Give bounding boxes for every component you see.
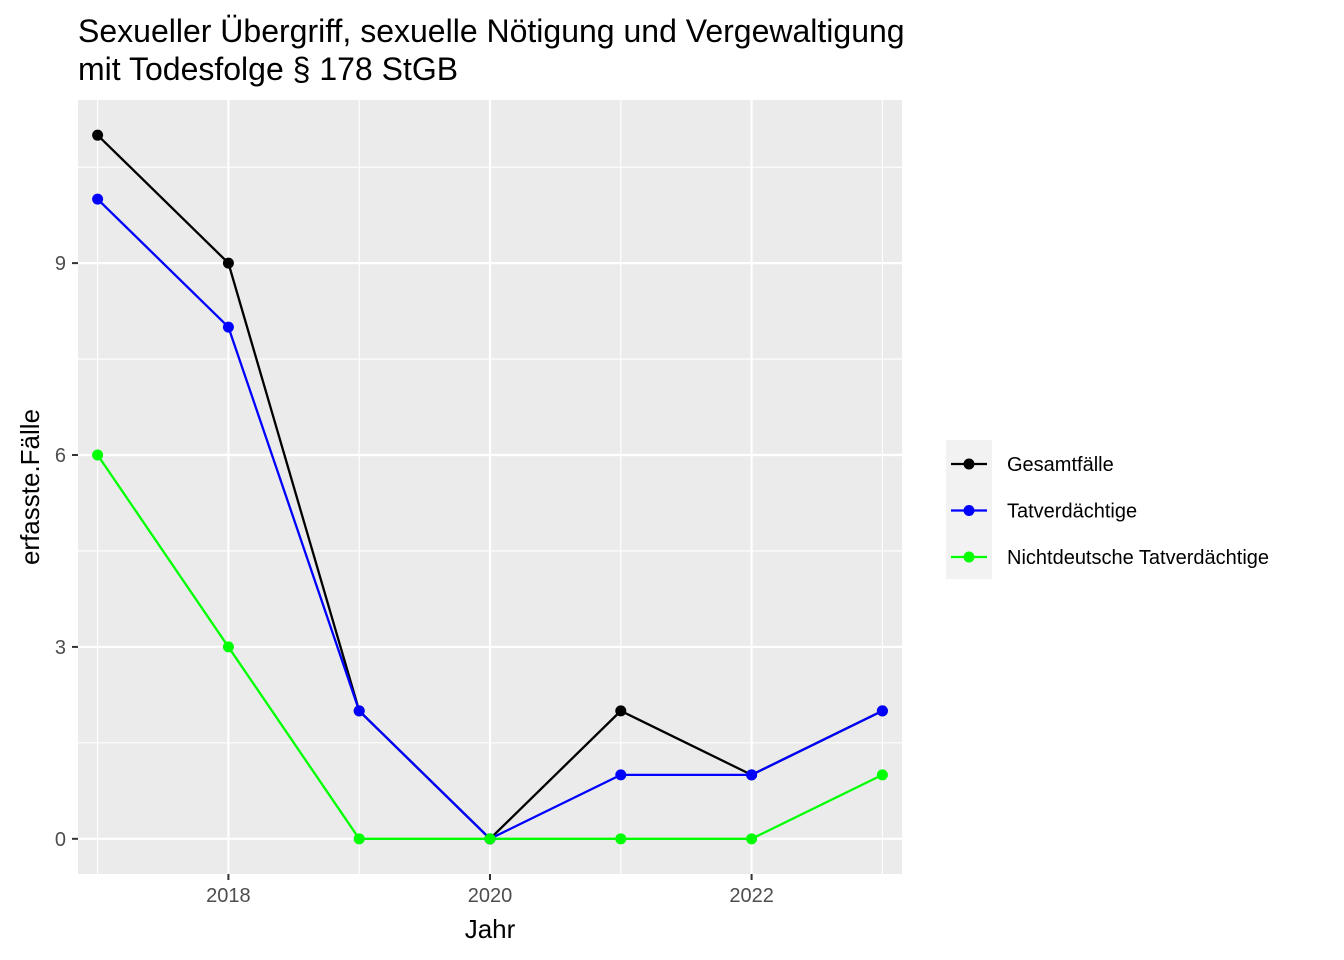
- data-point: [222, 641, 234, 653]
- data-point: [876, 769, 888, 781]
- x-tick-label: 2022: [729, 885, 774, 907]
- data-point: [746, 769, 758, 781]
- legend-label: Gesamtfälle: [1007, 454, 1114, 476]
- x-axis-ticks: 2018 2020 2022: [206, 874, 774, 907]
- legend-label: Tatverdächtige: [1007, 501, 1137, 523]
- chart-title-line-1: Sexueller Übergriff, sexuelle Nötigung u…: [78, 13, 905, 49]
- data-point: [746, 833, 758, 845]
- data-point: [92, 193, 104, 205]
- major-gridlines: [78, 100, 902, 874]
- y-tick-label: 3: [55, 637, 66, 659]
- data-point: [484, 833, 496, 845]
- legend-key-point: [963, 505, 975, 516]
- series-points: [92, 129, 888, 845]
- data-point: [615, 769, 627, 781]
- x-tick-label: 2020: [468, 885, 513, 907]
- legend-label: Nichtdeutsche Tatverdächtige: [1007, 547, 1269, 569]
- y-axis-ticks: 0 3 6 9: [55, 253, 78, 851]
- legend-key-point: [963, 551, 975, 563]
- y-tick-label: 6: [55, 445, 66, 467]
- y-tick-label: 0: [55, 829, 66, 851]
- data-point: [92, 129, 104, 141]
- y-tick-label: 9: [55, 253, 66, 275]
- data-point: [876, 705, 888, 717]
- x-tick-label: 2018: [206, 885, 251, 907]
- chart-title-line-2: mit Todesfolge § 178 StGB: [78, 51, 458, 87]
- data-point: [222, 321, 234, 333]
- data-point: [353, 833, 365, 845]
- x-axis-title: Jahr: [465, 914, 516, 944]
- data-point: [222, 257, 234, 269]
- legend: Gesamtfälle Tatverdächtige Nichtdeutsche T…: [951, 454, 1269, 569]
- y-axis-title: erfasste.Fälle: [15, 409, 45, 565]
- legend-key-point: [963, 458, 975, 470]
- data-point: [353, 705, 365, 717]
- data-point: [615, 833, 627, 845]
- data-point: [615, 705, 627, 717]
- data-point: [92, 449, 104, 461]
